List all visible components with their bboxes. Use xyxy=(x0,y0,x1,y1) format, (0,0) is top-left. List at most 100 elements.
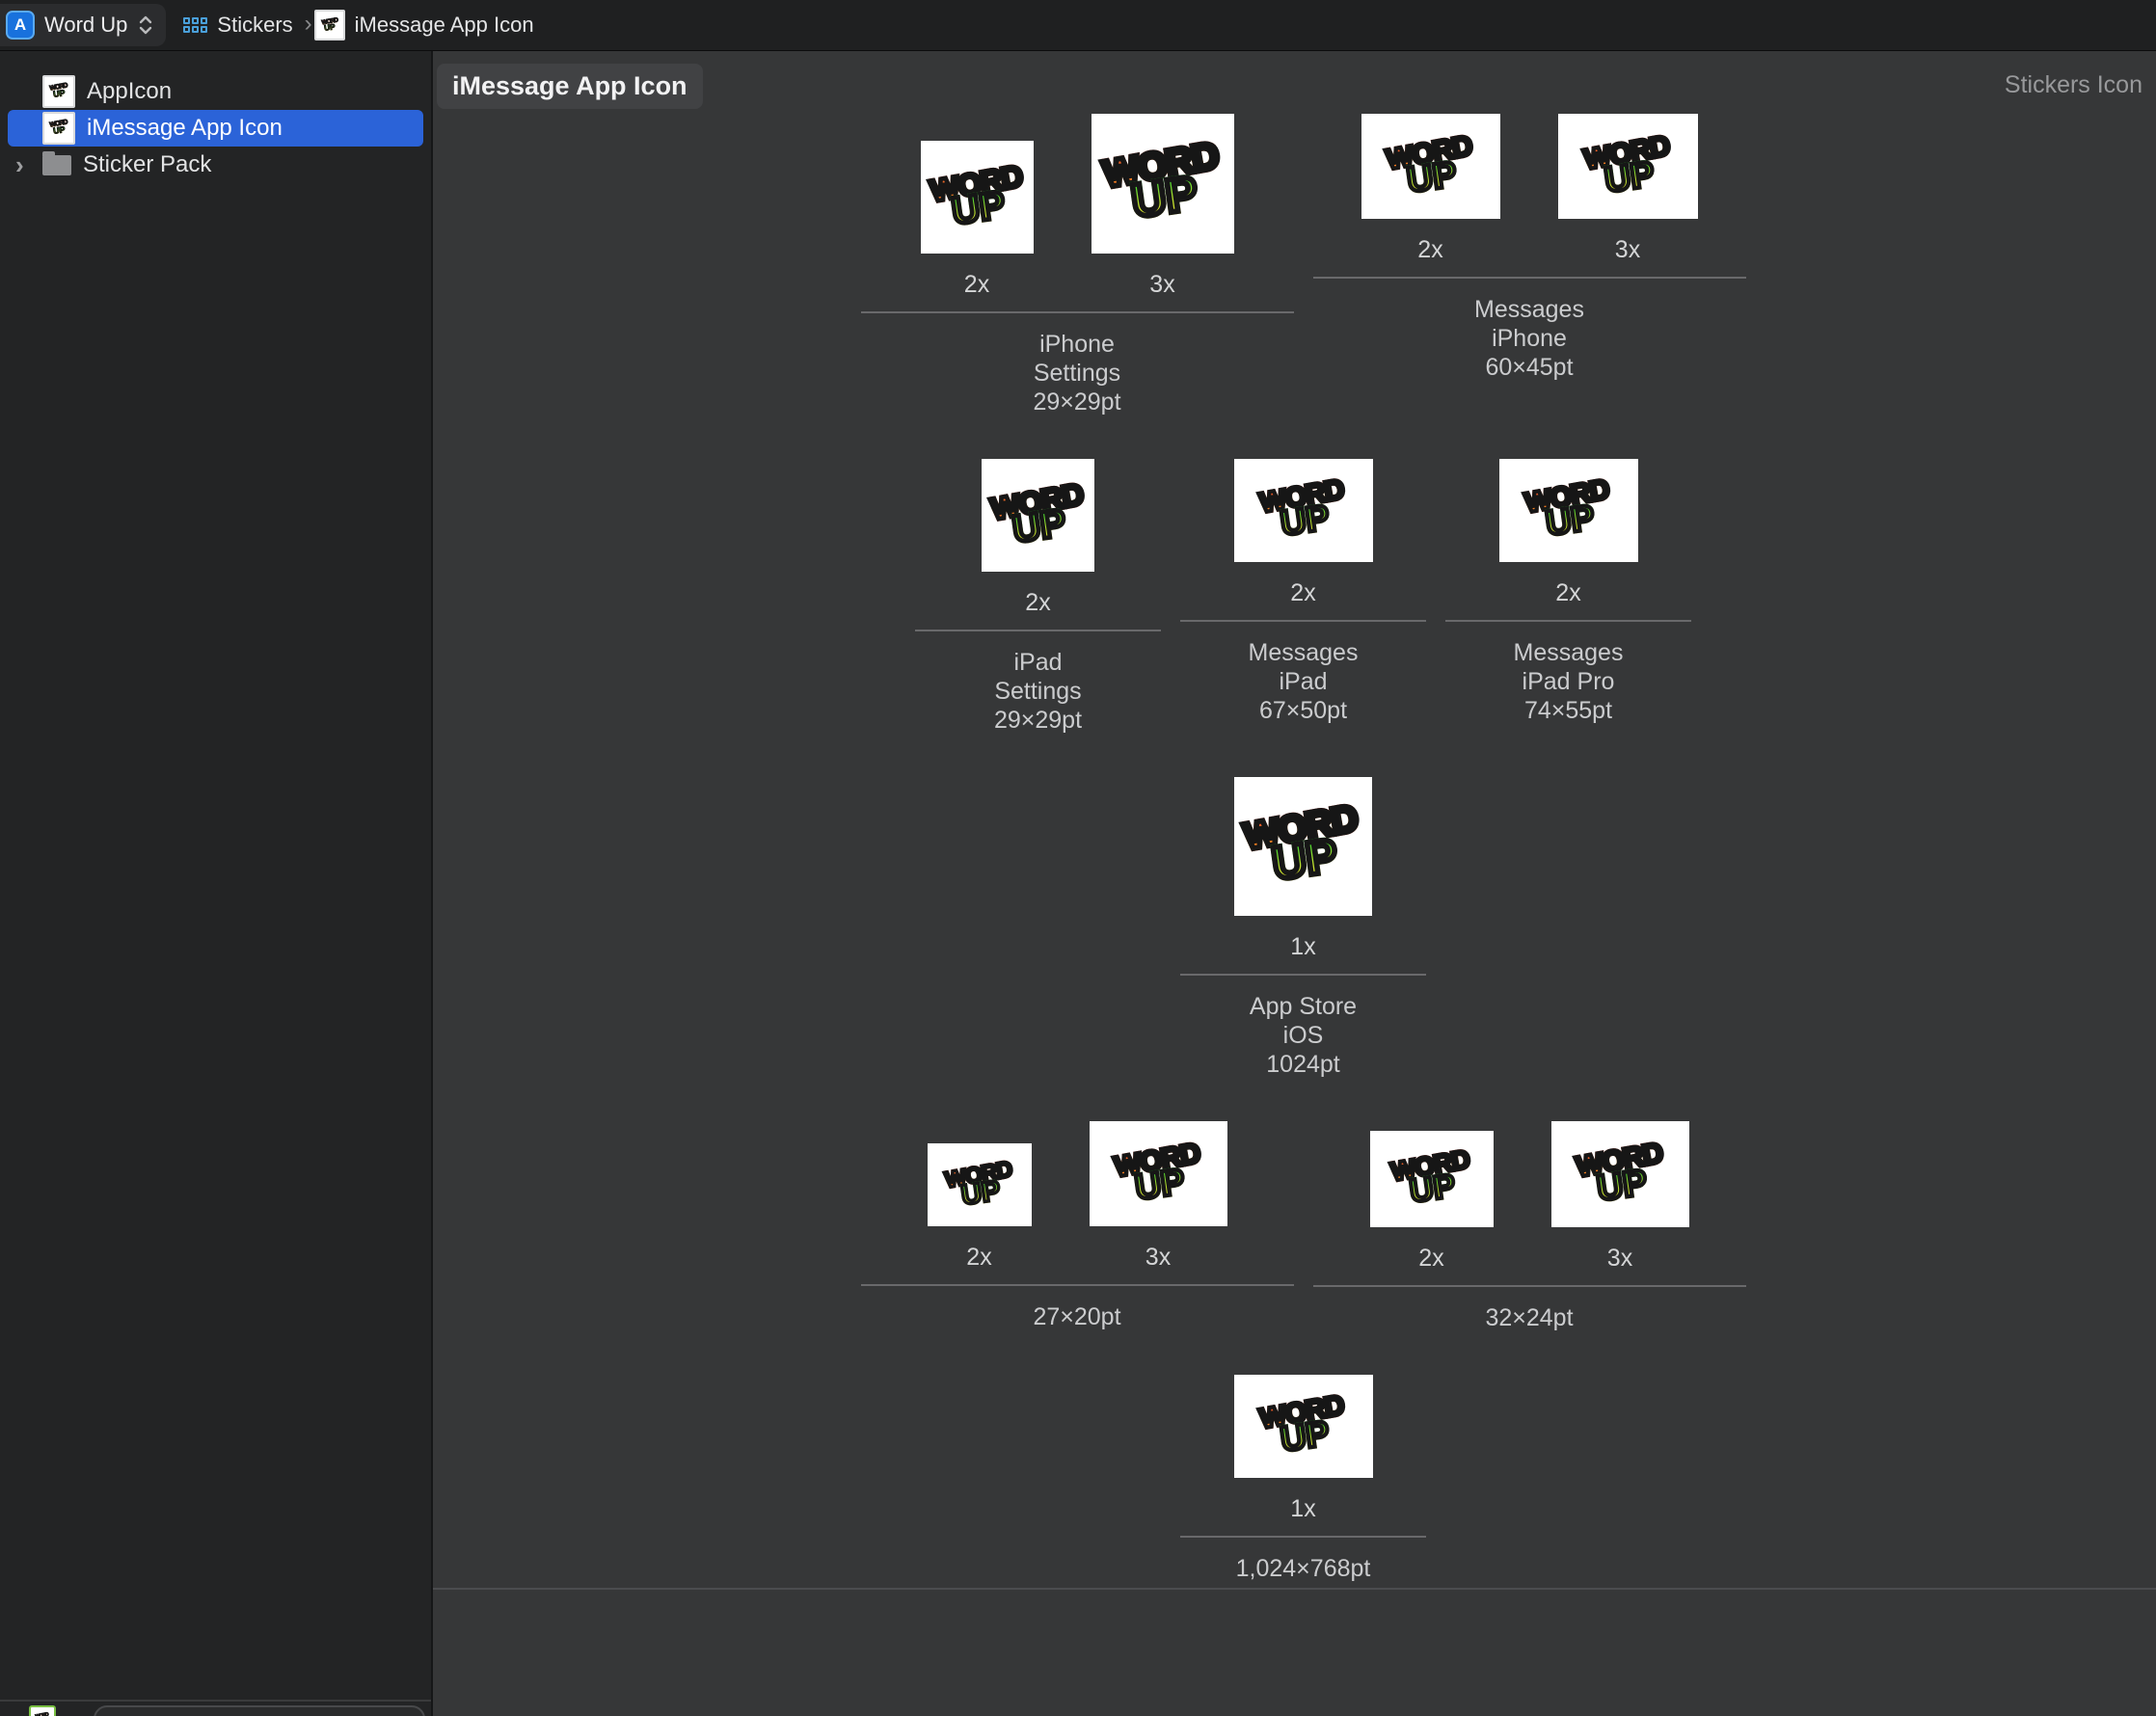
slot-description: 1,024×768pt xyxy=(1235,1555,1371,1582)
group-divider xyxy=(915,630,1161,631)
scale-label: 2x xyxy=(1418,1245,1444,1272)
asset-slot[interactable]: WORD UP 3x xyxy=(1091,114,1234,299)
asset-slot[interactable]: WORD UP 2x xyxy=(1498,459,1638,607)
logo-up-text: UP xyxy=(1008,499,1071,553)
asset-slot[interactable]: WORD UP 1x xyxy=(1233,1375,1373,1523)
asset-grid: WORD UP 2x WORD UP 3x iPhone Settings 29×29pt WOR… xyxy=(433,114,2156,1625)
stickers-grid-icon xyxy=(183,17,208,33)
scale-label: 2x xyxy=(963,271,990,298)
asset-image-well[interactable]: WORD UP xyxy=(1557,114,1698,219)
wordup-thumbnail-icon: WORD UP xyxy=(42,112,75,145)
asset-image-well[interactable]: WORD UP xyxy=(1089,1121,1227,1226)
asset-group: WORD UP 1x App Store iOS 1024pt xyxy=(1180,777,1426,1079)
asset-row: WORD UP 2x WORD UP 3x iPhone Settings 29×29pt WOR… xyxy=(860,114,1746,416)
breadcrumb-bar: A Word Up Stickers › WORD UP iMessage App… xyxy=(0,0,2156,51)
asset-image-well[interactable]: WORD UP xyxy=(1233,459,1373,562)
asset-slot[interactable]: WORD UP 2x xyxy=(1361,114,1500,264)
chevron-updown-icon xyxy=(139,15,152,35)
group-divider xyxy=(1445,620,1691,622)
logo-up-text: UP xyxy=(52,87,67,99)
asset-group: WORD UP 2x Messages iPad 67×50pt xyxy=(1180,459,1426,725)
wordup-thumbnail-icon: WORD UP xyxy=(42,75,75,108)
logo-up-text: UP xyxy=(1276,1411,1334,1461)
asset-group: WORD UP 2x WORD UP 3x 27×20pt xyxy=(860,1121,1294,1331)
sidebar-item-appicon[interactable]: WORD UP AppIcon xyxy=(8,73,423,110)
detail-header: iMessage App Icon Stickers Icon xyxy=(433,50,2156,112)
breadcrumb-item[interactable]: iMessage App Icon xyxy=(354,13,534,37)
logo-up-text: UP xyxy=(1591,1159,1651,1210)
asset-row: WORD UP 1x 1,024×768pt xyxy=(1180,1375,1426,1583)
group-divider xyxy=(1180,1536,1426,1538)
asset-slot[interactable]: WORD UP 2x xyxy=(927,1143,1032,1272)
asset-slot[interactable]: WORD UP 2x xyxy=(920,141,1034,299)
asset-image-well[interactable]: WORD UP xyxy=(920,141,1034,254)
logo-up-text: UP xyxy=(1276,496,1334,546)
logo-up-text: UP xyxy=(946,181,1010,235)
logo-up-text: UP xyxy=(1266,827,1343,894)
asset-slot[interactable]: WORD UP 2x xyxy=(1369,1131,1494,1273)
asset-image-well[interactable]: WORD UP xyxy=(1369,1131,1494,1227)
asset-image-well[interactable]: WORD UP xyxy=(1498,459,1638,562)
scale-label: 3x xyxy=(1606,1245,1633,1272)
sidebar-item-sticker-pack[interactable]: › Sticker Pack xyxy=(8,147,423,183)
filter-field[interactable] xyxy=(94,1705,425,1716)
logo-up-text: UP xyxy=(1124,164,1202,231)
scale-label: 2x xyxy=(1290,579,1316,606)
asset-slot[interactable]: WORD UP 3x xyxy=(1550,1121,1689,1273)
asset-slot[interactable]: WORD UP 2x xyxy=(1233,459,1373,607)
asset-row: WORD UP 2x WORD UP 3x 27×20pt WORD UP 2x WORD UP 3x 3… xyxy=(860,1121,1746,1332)
group-divider xyxy=(1312,1285,1746,1287)
asset-image-well[interactable]: WORD UP xyxy=(1233,1375,1373,1478)
asset-group: WORD UP 2x iPad Settings 29×29pt xyxy=(915,459,1161,735)
asset-outline-sidebar: WORD UP AppIcon WORD UP iMessage App Icon … xyxy=(0,50,433,1716)
scale-label: 3x xyxy=(1614,236,1641,263)
scale-label: 2x xyxy=(1025,589,1051,616)
folder-icon xyxy=(42,150,71,175)
scale-label: 1x xyxy=(1290,933,1316,960)
scale-label: 1x xyxy=(1290,1495,1316,1522)
asset-image-well[interactable]: WORD UP xyxy=(982,459,1094,572)
slot-description: App Store iOS 1024pt xyxy=(1249,993,1358,1078)
group-divider xyxy=(1180,620,1426,622)
breadcrumb-collection[interactable]: Stickers xyxy=(217,13,293,37)
asset-slot[interactable]: WORD UP 1x xyxy=(1234,777,1372,961)
asset-slot[interactable]: WORD UP 3x xyxy=(1557,114,1698,264)
asset-slot[interactable]: WORD UP 2x xyxy=(982,459,1094,617)
asset-image-well[interactable]: WORD UP xyxy=(1234,777,1372,916)
asset-slot[interactable]: WORD UP 3x xyxy=(1089,1121,1227,1272)
group-divider xyxy=(860,311,1294,313)
page-title: iMessage App Icon xyxy=(437,64,703,109)
slot-description: iPad Settings 29×29pt xyxy=(993,649,1083,734)
sidebar-item-label: iMessage App Icon xyxy=(87,115,283,141)
logo-up-text: UP xyxy=(1541,496,1599,546)
group-divider xyxy=(860,1284,1294,1286)
disclosure-chevron-icon[interactable]: › xyxy=(15,150,24,179)
logo-up-text: UP xyxy=(52,123,67,136)
asset-image-well[interactable]: WORD UP xyxy=(927,1143,1032,1226)
asset-group: WORD UP 2x WORD UP 3x Messages iPhone 60×45pt xyxy=(1312,114,1746,382)
project-selector[interactable]: A Word Up xyxy=(0,4,167,46)
logo-up-text: UP xyxy=(957,1173,1003,1213)
logo-up-text: UP xyxy=(323,22,337,33)
asset-image-well[interactable]: WORD UP xyxy=(1550,1121,1689,1227)
sidebar-item-label: Sticker Pack xyxy=(83,151,212,177)
app-store-icon: A xyxy=(6,11,35,40)
sidebar-item-imessage-app-icon[interactable]: WORD UP iMessage App Icon xyxy=(8,110,423,147)
asset-image-well[interactable]: WORD UP xyxy=(1361,114,1500,219)
scale-label: 2x xyxy=(1555,579,1581,606)
sidebar-item-label: AppIcon xyxy=(87,78,173,104)
asset-image-well[interactable]: WORD UP xyxy=(1091,114,1234,254)
